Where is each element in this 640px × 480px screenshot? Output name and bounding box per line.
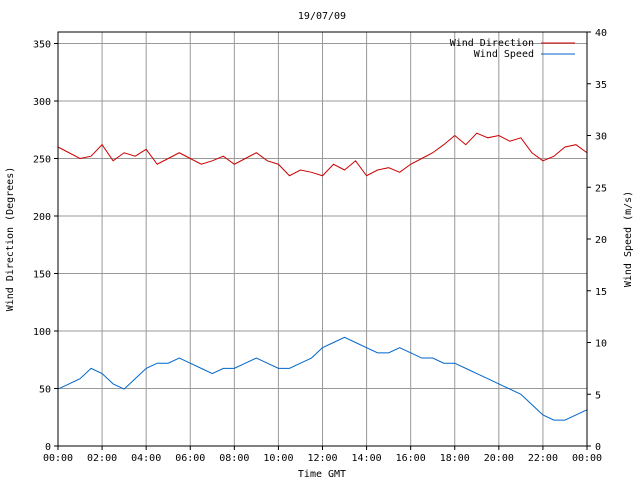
left-tick-label: 100 (33, 327, 51, 338)
x-tick-label: 10:00 (263, 453, 293, 464)
right-tick-label: 0 (595, 442, 601, 453)
left-tick-label: 200 (33, 212, 51, 223)
left-tick-label: 350 (33, 40, 51, 51)
x-tick-label: 06:00 (175, 453, 205, 464)
right-axis-label: Wind Speed (m/s) (623, 191, 634, 287)
x-tick-label: 18:00 (440, 453, 470, 464)
right-axis-ticks: 0 5 10 15 20 25 30 35 40 (587, 28, 607, 453)
x-tick-label: 22:00 (528, 453, 558, 464)
left-axis-label: Wind Direction (Degrees) (5, 167, 16, 312)
x-tick-label: 02:00 (87, 453, 117, 464)
right-tick-label: 20 (595, 235, 607, 246)
x-tick-label: 16:00 (396, 453, 426, 464)
chart-title: 19/07/09 (298, 11, 346, 22)
x-tick-label: 00:00 (572, 453, 602, 464)
right-tick-label: 30 (595, 132, 607, 143)
left-tick-label: 50 (39, 385, 51, 396)
right-tick-label: 5 (595, 390, 601, 401)
series-lines (57, 132, 588, 421)
right-tick-label: 25 (595, 183, 607, 194)
right-tick-label: 35 (595, 80, 607, 91)
left-tick-label: 150 (33, 270, 51, 281)
legend: Wind Direction Wind Speed (450, 38, 575, 60)
right-tick-label: 10 (595, 339, 607, 350)
series-line-wind-direction (57, 132, 588, 177)
x-tick-label: 08:00 (219, 453, 249, 464)
left-tick-label: 250 (33, 155, 51, 166)
left-axis-ticks: 0 50 100 150 200 250 300 350 (33, 40, 58, 453)
x-tick-label: 04:00 (131, 453, 161, 464)
grid-lines (58, 32, 587, 446)
x-axis-ticks: 00:00 02:00 04:00 06:00 08:00 10:00 12:00 14:00… (43, 446, 602, 464)
legend-label-wind-direction: Wind Direction (450, 38, 534, 49)
x-tick-label: 14:00 (352, 453, 382, 464)
left-tick-label: 300 (33, 97, 51, 108)
right-tick-label: 15 (595, 287, 607, 298)
legend-label-wind-speed: Wind Speed (474, 49, 534, 60)
x-tick-label: 00:00 (43, 453, 73, 464)
x-axis-label: Time GMT (298, 469, 346, 480)
left-tick-label: 0 (45, 442, 51, 453)
series-line-wind-speed (57, 336, 588, 421)
right-tick-label: 40 (595, 28, 607, 39)
x-tick-label: 20:00 (484, 453, 514, 464)
x-tick-label: 12:00 (307, 453, 337, 464)
